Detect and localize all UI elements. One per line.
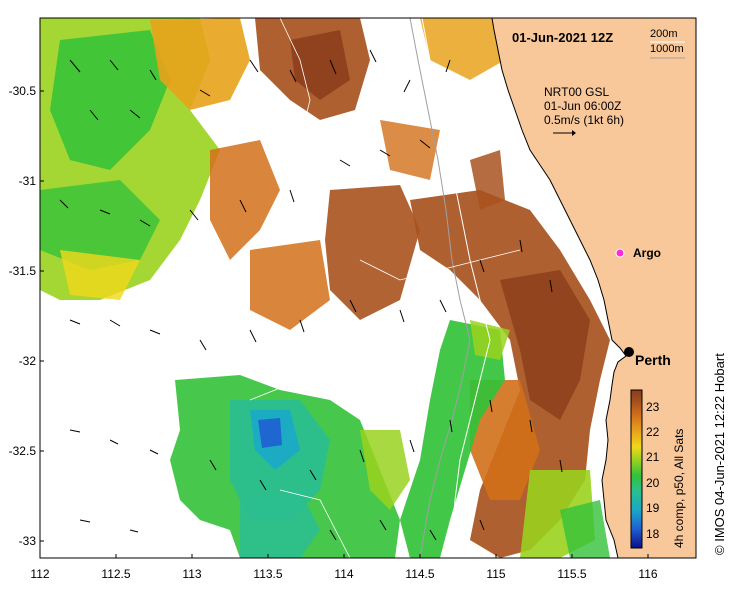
colorbar-gradient	[630, 389, 643, 549]
colorbar-tick-label: 19	[646, 501, 660, 515]
colorbar-label: 4h comp, p50, All Sats	[672, 429, 686, 548]
sst-field	[40, 18, 610, 558]
lon-axis: 112 112.5 113 113.5 114 114.5 115 115.5 …	[30, 554, 658, 581]
lat-tick-label: -33	[19, 534, 37, 548]
lon-tick-label: 113	[182, 567, 201, 581]
current-legend-line2: 01-Jun 06:00Z	[544, 99, 621, 113]
depth-legend-200m: 200m	[650, 28, 678, 40]
current-legend-arrow-icon	[553, 130, 576, 136]
colorbar-tick-label: 23	[646, 400, 660, 414]
lat-tick-label: -30.5	[9, 84, 37, 98]
colorbar-tick-label: 22	[646, 425, 660, 439]
current-legend-line1: NRT00 GSL	[544, 85, 609, 99]
lon-tick-label: 114.5	[405, 567, 434, 581]
colorbar-tick-label: 18	[646, 527, 660, 541]
lat-tick-label: -31	[19, 174, 37, 188]
current-legend-line3: 0.5m/s (1kt 6h)	[544, 113, 624, 127]
perth-label: Perth	[635, 352, 671, 368]
lat-tick-label: -32	[19, 354, 37, 368]
credit-text: IMOS 04-Jun-2021 12:22 Hobart	[712, 353, 727, 542]
depth-contours	[249, 18, 521, 558]
map-area: Argo Perth 01-Jun-2021 12Z 200m 1000m NR…	[40, 18, 696, 558]
colorbar-tick-label: 20	[646, 476, 660, 490]
lon-tick-label: 113.5	[253, 567, 282, 581]
current-vectors	[59, 49, 563, 541]
depth-legend-1000m: 1000m	[650, 43, 684, 55]
lon-tick-label: 115	[486, 567, 505, 581]
perth-marker-icon[interactable]	[624, 347, 634, 357]
copyright-icon: ©	[712, 545, 727, 555]
lon-tick-label: 112	[30, 567, 49, 581]
map-frame	[39, 17, 697, 559]
argo-label: Argo	[633, 246, 661, 260]
imos-credit: © IMOS 04-Jun-2021 12:22 Hobart	[712, 255, 727, 555]
lat-tick-label: -32.5	[9, 444, 37, 458]
lat-tick-label: -31.5	[9, 264, 37, 278]
colorbar: 23 22 21 20 19 18 4h comp, p50, All Sats	[630, 389, 686, 549]
lat-axis: -30.5 -31 -31.5 -32 -32.5 -33	[9, 84, 44, 548]
land-australia	[491, 18, 696, 558]
map-title: 01-Jun-2021 12Z	[512, 30, 613, 45]
colorbar-tick-label: 21	[646, 450, 660, 464]
lon-tick-label: 116	[638, 567, 657, 581]
lon-tick-label: 115.5	[557, 567, 586, 581]
argo-marker-icon[interactable]	[615, 248, 625, 258]
lon-tick-label: 114	[334, 567, 353, 581]
lon-tick-label: 112.5	[101, 567, 130, 581]
